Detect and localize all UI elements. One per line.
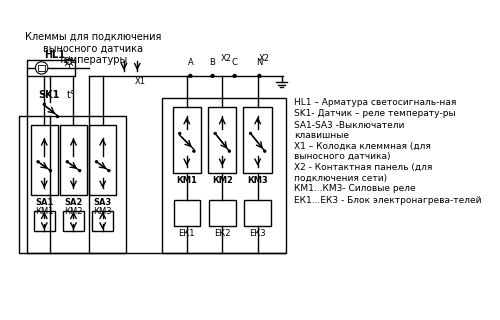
Text: A: A bbox=[188, 58, 193, 67]
Circle shape bbox=[95, 160, 98, 163]
Bar bbox=[90, 124, 116, 196]
Bar bbox=[174, 200, 200, 227]
Text: КМ3: КМ3 bbox=[248, 176, 268, 185]
Text: КМ2: КМ2 bbox=[212, 176, 233, 185]
Circle shape bbox=[250, 132, 252, 135]
Circle shape bbox=[108, 169, 110, 172]
Bar bbox=[34, 211, 55, 231]
Circle shape bbox=[49, 169, 52, 172]
Text: X2 - Контактная панель (для
подключения сети): X2 - Контактная панель (для подключения … bbox=[294, 163, 433, 183]
Bar bbox=[162, 98, 286, 253]
Text: SA3: SA3 bbox=[94, 198, 112, 207]
Text: B: B bbox=[210, 58, 216, 67]
Circle shape bbox=[258, 74, 261, 78]
Text: ЕК2: ЕК2 bbox=[214, 229, 230, 238]
Bar bbox=[208, 107, 236, 173]
Text: КМ3: КМ3 bbox=[94, 207, 112, 216]
Text: КМ1...КМ3- Силовые реле: КМ1...КМ3- Силовые реле bbox=[294, 184, 416, 193]
Circle shape bbox=[188, 74, 192, 78]
Text: Клеммы для подключения
выносного датчика
температуры: Клеммы для подключения выносного датчика… bbox=[25, 32, 161, 65]
Circle shape bbox=[78, 169, 81, 172]
Bar bbox=[26, 60, 76, 76]
Text: SA2: SA2 bbox=[64, 198, 82, 207]
Bar bbox=[63, 211, 84, 231]
Text: X2: X2 bbox=[258, 54, 270, 63]
Bar bbox=[244, 200, 271, 227]
Text: HL1 – Арматура светосигналь-ная: HL1 – Арматура светосигналь-ная bbox=[294, 98, 457, 107]
Text: X2: X2 bbox=[220, 54, 232, 63]
Circle shape bbox=[192, 150, 195, 152]
Circle shape bbox=[66, 160, 68, 163]
Text: t°: t° bbox=[66, 90, 75, 100]
Circle shape bbox=[210, 74, 214, 78]
Text: N: N bbox=[256, 58, 262, 67]
Text: ЕК1...ЕК3 - Блок электронагрева-телей: ЕК1...ЕК3 - Блок электронагрева-телей bbox=[294, 196, 482, 205]
Bar bbox=[92, 211, 114, 231]
Circle shape bbox=[36, 62, 48, 74]
Circle shape bbox=[233, 74, 236, 78]
Bar bbox=[244, 107, 272, 173]
Text: SK1: SK1 bbox=[38, 90, 60, 100]
Circle shape bbox=[36, 160, 40, 163]
Circle shape bbox=[56, 115, 59, 118]
Bar bbox=[209, 200, 236, 227]
Circle shape bbox=[228, 150, 230, 152]
Circle shape bbox=[264, 150, 266, 152]
Text: ЕК3: ЕК3 bbox=[250, 229, 266, 238]
Text: КМ1: КМ1 bbox=[176, 176, 198, 185]
Bar bbox=[31, 124, 58, 196]
Text: SA1: SA1 bbox=[35, 198, 54, 207]
Bar bbox=[20, 116, 126, 253]
Text: X1 – Колодка клеммная (для
выносного датчика): X1 – Колодка клеммная (для выносного дат… bbox=[294, 142, 432, 161]
Text: КМ2: КМ2 bbox=[64, 207, 82, 216]
Text: C: C bbox=[232, 58, 237, 67]
Bar bbox=[60, 124, 87, 196]
Bar bbox=[172, 107, 201, 173]
Text: X1: X1 bbox=[134, 77, 145, 86]
Text: КМ1: КМ1 bbox=[35, 207, 54, 216]
Circle shape bbox=[214, 132, 216, 135]
Circle shape bbox=[178, 132, 181, 135]
Text: SA1-SA3 -Выключатели
клавишные: SA1-SA3 -Выключатели клавишные bbox=[294, 121, 405, 140]
Text: HL1: HL1 bbox=[44, 50, 66, 60]
Bar bbox=[38, 65, 45, 71]
Text: SK1- Датчик – реле температу-ры: SK1- Датчик – реле температу-ры bbox=[294, 109, 456, 118]
Circle shape bbox=[66, 59, 71, 64]
Text: ЕК1: ЕК1 bbox=[178, 229, 195, 238]
Circle shape bbox=[43, 103, 46, 106]
